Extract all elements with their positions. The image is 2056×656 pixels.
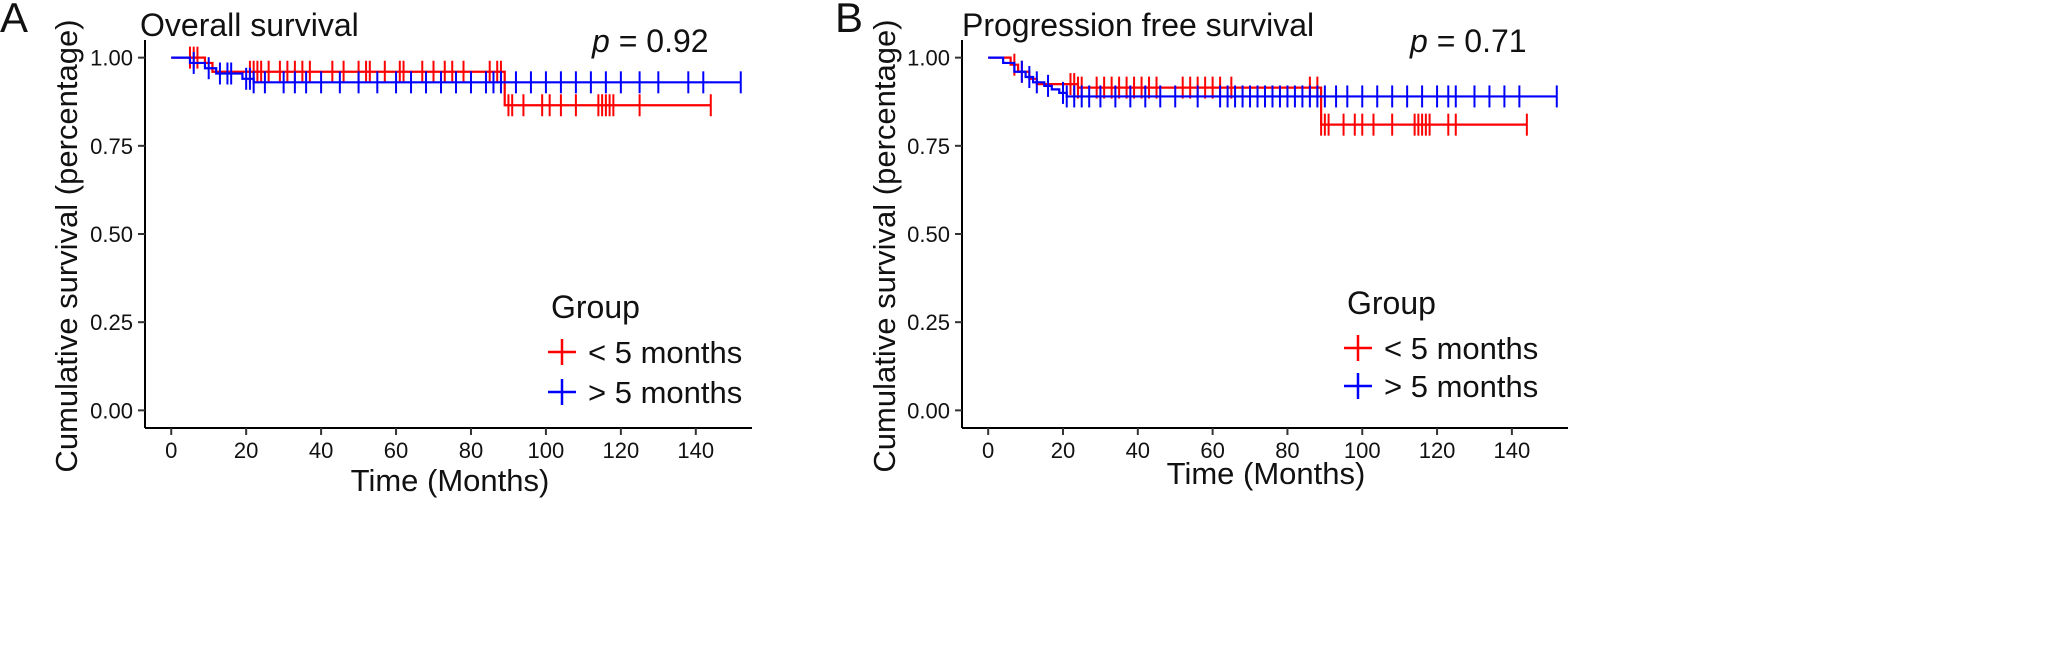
x-tick-label: 40 — [1126, 438, 1150, 463]
panel-letter: A — [0, 0, 28, 41]
p-value-text: = 0.71 — [1428, 23, 1527, 59]
x-tick-label: 140 — [1494, 438, 1531, 463]
y-tick-label: 1.00 — [907, 46, 950, 71]
y-tick-label: 0.75 — [90, 134, 133, 159]
y-tick-label: 1.00 — [90, 46, 133, 71]
legend-title: Group — [1347, 285, 1436, 321]
y-tick-label: 0.25 — [907, 310, 950, 335]
legend-title: Group — [551, 289, 640, 325]
legend-label: < 5 months — [588, 335, 742, 370]
x-tick-label: 100 — [528, 438, 565, 463]
y-tick-label: 0.00 — [90, 398, 133, 423]
p-value-symbol: p — [591, 23, 610, 59]
x-tick-label: 20 — [1051, 438, 1075, 463]
survival-curve — [988, 56, 1557, 98]
legend-label: > 5 months — [588, 375, 742, 410]
x-axis-title: Time (Months) — [351, 463, 550, 498]
legend-label: < 5 months — [1384, 331, 1538, 366]
y-tick-label: 0.50 — [907, 222, 950, 247]
chart-title: Progression free survival — [962, 7, 1314, 43]
x-tick-label: 100 — [1344, 438, 1381, 463]
p-value-text: = 0.92 — [610, 23, 709, 59]
y-axis-title: Cumulative survival (percentage) — [49, 19, 84, 472]
x-tick-label: 0 — [982, 438, 994, 463]
p-value-annotation: p = 0.92 — [591, 23, 709, 59]
x-axis-title: Time (Months) — [1167, 456, 1366, 491]
panel-b: B Progression free survival p = 0.71 0.00 0.… — [835, 0, 1568, 491]
x-tick-label: 40 — [309, 438, 333, 463]
p-value-symbol: p — [1409, 23, 1428, 59]
x-tick-label: 60 — [384, 438, 408, 463]
y-tick-label: 0.50 — [90, 222, 133, 247]
series-gt-5-months — [988, 56, 1558, 108]
y-tick-label: 0.00 — [907, 398, 950, 423]
y-tick-label: 0.25 — [90, 310, 133, 335]
y-axis-title: Cumulative survival (percentage) — [867, 19, 902, 472]
x-tick-label: 0 — [165, 438, 177, 463]
y-tick-label: 0.75 — [907, 134, 950, 159]
series-gt-5-months — [171, 51, 742, 94]
chart-title: Overall survival — [140, 7, 359, 43]
x-tick-label: 120 — [602, 438, 639, 463]
x-tick-label: 120 — [1419, 438, 1456, 463]
legend-label: > 5 months — [1384, 369, 1538, 404]
panel-a: A Overall survival p = 0.92 0.00 0.25 0.50 0.7… — [0, 0, 752, 498]
p-value-annotation: p = 0.71 — [1409, 23, 1527, 59]
x-tick-label: 20 — [234, 438, 258, 463]
x-tick-label: 80 — [459, 438, 483, 463]
x-tick-label: 140 — [677, 438, 714, 463]
panel-letter: B — [835, 0, 863, 41]
x-tick-label: 80 — [1275, 438, 1299, 463]
x-tick-label: 60 — [1200, 438, 1224, 463]
